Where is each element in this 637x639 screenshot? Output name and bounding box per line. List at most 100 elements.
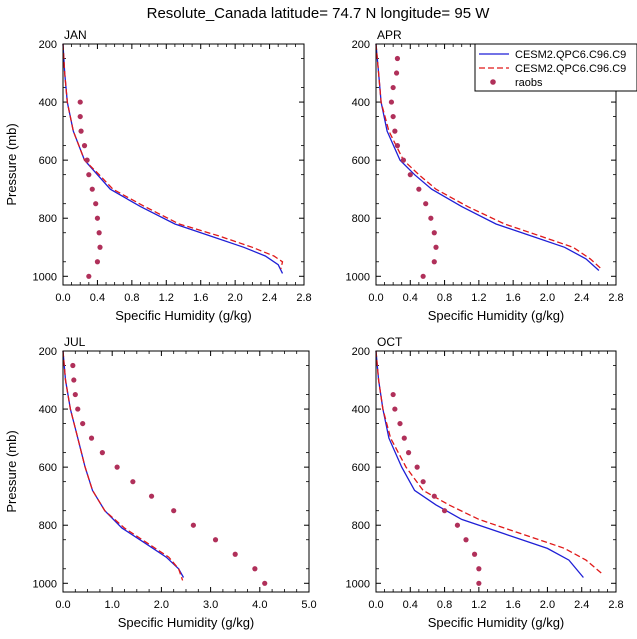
raobs-point (414, 464, 420, 470)
raobs-point (390, 391, 396, 398)
x-tick-label: 1.6 (505, 292, 520, 304)
x-tick-label: 1.6 (193, 292, 208, 304)
x-tick-label: 2.4 (574, 599, 589, 611)
raobs-point (77, 113, 83, 120)
raobs-point (476, 580, 482, 586)
y-tick-label: 400 (352, 404, 370, 416)
raobs-point (252, 566, 258, 572)
legend-entry-3-marker (490, 79, 496, 85)
raobs-point (431, 493, 437, 499)
x-tick-label: 0.0 (55, 599, 70, 611)
y-tick-label: 1000 (33, 271, 57, 283)
raobs-point (148, 493, 155, 499)
plot-frame (375, 350, 617, 593)
raobs-point (94, 259, 101, 265)
x-tick-label: 0.8 (437, 292, 452, 304)
raobs-point (72, 391, 78, 398)
raobs-point (86, 172, 92, 178)
raobs-point (394, 143, 401, 149)
y-tick-label: 400 (39, 97, 57, 109)
raobs-point (262, 580, 268, 586)
raobs-point (471, 551, 478, 557)
raobs-point (401, 435, 407, 441)
raobs-point (392, 128, 398, 134)
x-tick-label: 2.0 (540, 599, 555, 611)
x-axis-label: Specific Humidity (g/kg) (118, 615, 255, 630)
panel-jan: 0.0 0.4 0.8 1.2 1.6 2.0 2.4 2.8 200 400 600 800 1000… (4, 28, 312, 323)
raobs-point (93, 201, 99, 207)
x-tick-label: 0.0 (368, 599, 383, 611)
x-tick-label: 2.0 (540, 292, 555, 304)
raobs-point (86, 273, 92, 279)
raobs-point (428, 215, 434, 221)
x-tick-label: 0.4 (403, 292, 418, 304)
x-axis-label: Specific Humidity (g/kg) (115, 308, 252, 323)
raobs-point (397, 420, 403, 427)
raobs-point (390, 84, 396, 91)
x-tick-label: 1.2 (471, 292, 486, 304)
x-tick-label: 2.8 (296, 292, 311, 304)
raobs-point (81, 143, 88, 149)
x-tick-label: 0.4 (90, 292, 105, 304)
raobs-point (212, 537, 219, 543)
y-tick-label: 600 (352, 155, 370, 167)
y-tick-label: 800 (39, 520, 57, 532)
x-axis-label: Specific Humidity (g/kg) (428, 308, 565, 323)
x-tick-label: 2.0 (154, 599, 169, 611)
y-tick-label: 600 (39, 155, 57, 167)
y-tick-label: 800 (352, 520, 370, 532)
raobs-point (388, 99, 395, 105)
panel-title: JUL (64, 335, 86, 349)
y-tick-label: 1000 (33, 578, 57, 590)
raobs-point (99, 450, 105, 456)
raobs-point (89, 186, 95, 192)
raobs-point (416, 186, 422, 192)
model-line-solid (62, 43, 284, 274)
plot-frame (62, 350, 310, 593)
y-axis-label: Pressure (mb) (4, 430, 19, 512)
raobs-point (77, 99, 83, 105)
x-tick-label: 1.0 (105, 599, 120, 611)
raobs-point (420, 479, 426, 485)
x-tick-label: 2.4 (574, 292, 589, 304)
panel-oct: 0.0 0.4 0.8 1.2 1.6 2.0 2.4 2.8 200 400 600 800 1000… (346, 335, 624, 630)
x-tick-label: 0.4 (403, 599, 418, 611)
x-tick-label: 1.6 (505, 599, 520, 611)
raobs-point (393, 70, 400, 76)
raobs-point (97, 244, 103, 250)
raobs-point (431, 259, 437, 265)
raobs-point (476, 566, 482, 572)
y-tick-label: 200 (39, 346, 57, 358)
raobs-point (70, 362, 76, 369)
raobs-point (130, 479, 136, 485)
x-tick-label: 0.0 (368, 292, 383, 304)
raobs-point (390, 113, 396, 120)
raobs-point (78, 128, 84, 134)
raobs-point (84, 157, 90, 163)
model-line-dashed (375, 350, 604, 576)
legend: CESM2.QPC6.C96.C9 CESM2.QPC6.C96.C9 raobs (474, 43, 637, 92)
x-tick-label: 5.0 (301, 599, 316, 611)
y-tick-label: 600 (39, 462, 57, 474)
raobs-point (75, 406, 81, 412)
panel-title: OCT (377, 335, 403, 349)
raobs-point (423, 201, 429, 207)
raobs-point (420, 273, 426, 279)
raobs-point (433, 244, 439, 250)
x-axis-label: Specific Humidity (g/kg) (428, 615, 565, 630)
raobs-point (88, 435, 95, 441)
raobs-point (463, 537, 469, 543)
panel-jul: 0.0 1.0 2.0 3.0 4.0 5.0 200 400 600 800 1000 JUL Spe… (4, 335, 317, 630)
y-tick-label: 1000 (346, 271, 370, 283)
model-line-solid (375, 350, 584, 578)
x-tick-label: 1.2 (471, 599, 486, 611)
y-tick-label: 200 (39, 39, 57, 51)
model-line-solid (62, 350, 185, 578)
raobs-point (114, 464, 120, 470)
panel-title: JAN (64, 28, 87, 42)
x-tick-label: 4.0 (252, 599, 267, 611)
raobs-point (80, 420, 86, 427)
legend-entry-2-label: CESM2.QPC6.C96.C9 (515, 63, 626, 75)
raobs-point (190, 522, 196, 528)
